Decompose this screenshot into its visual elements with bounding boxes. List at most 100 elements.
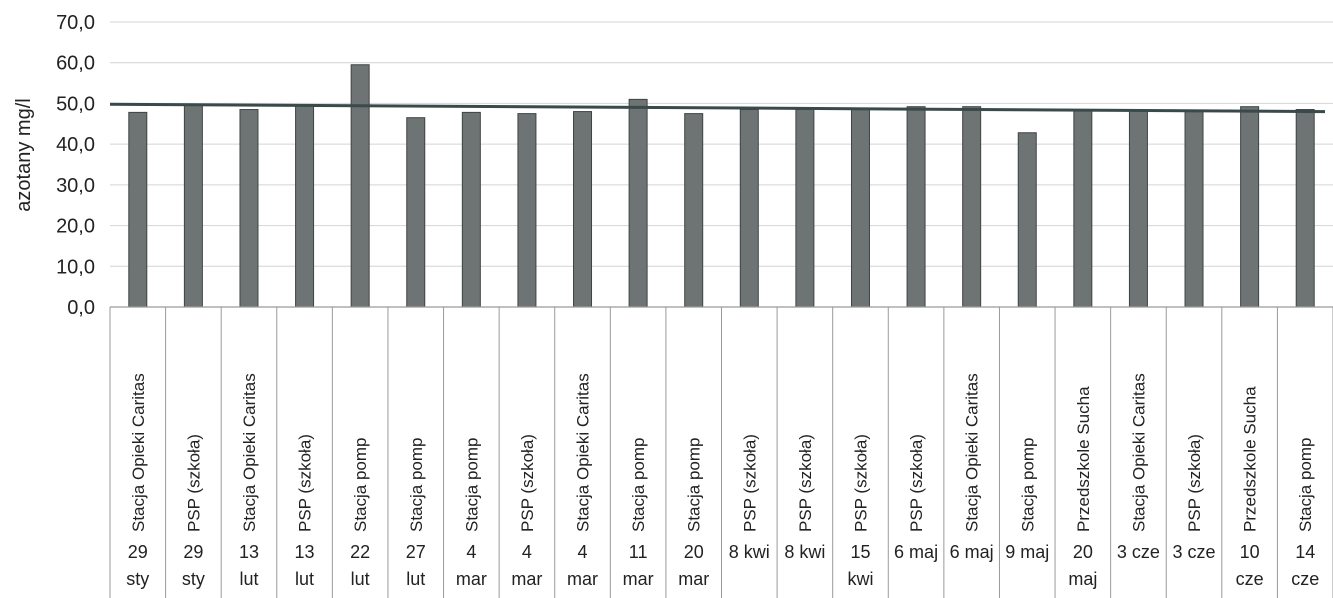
reference-line-layer [109,102,1326,114]
bar [1240,106,1260,308]
reference-line [109,102,1326,114]
date-label: lut [351,569,370,589]
category-label: Stacja pomp [1018,438,1037,533]
date-label: 11 [629,542,648,562]
category-label: Stacja Opieki Caritas [129,373,148,532]
date-labels: 29 sty 29 sty 13 lut 13 lut 22 lut 27 lut 4 mar 4 mar 4 m… [126,542,1319,589]
bar [1017,132,1037,308]
bar [1184,111,1204,308]
bar [684,113,704,308]
date-label: sty [182,569,205,589]
category-label: PSP (szkoła) [1185,434,1204,532]
date-label: lut [295,569,314,589]
date-label: mar [678,569,709,589]
bar [350,64,370,308]
date-label: 9 maj [1005,542,1049,562]
bar [1073,109,1093,308]
date-label: 29 [183,542,203,562]
bar [406,117,426,308]
y-tick-label: 10,0 [56,256,95,278]
date-label: 6 maj [894,542,938,562]
category-label: Przedszkole Sucha [1074,386,1093,532]
date-label: mar [511,569,542,589]
y-tick-label: 70,0 [56,12,95,34]
date-label: 27 [406,542,426,562]
category-label: PSP (szkoła) [796,434,815,532]
date-label: 15 [850,542,870,562]
category-label: Stacja Opieki Caritas [1129,373,1148,532]
date-label: 3 cze [1173,542,1216,562]
category-label: Stacja pomp [685,438,704,533]
bar [517,113,537,308]
category-label: PSP (szkoła) [518,434,537,532]
category-label: Stacja pomp [1296,438,1315,533]
bar [1128,110,1148,308]
category-label: PSP (szkoła) [296,434,315,532]
x-axis-table [109,306,1333,598]
date-label: lut [239,569,258,589]
bar [795,109,815,308]
grid-layer [110,21,1333,267]
bar [461,111,481,308]
date-label: lut [406,569,425,589]
y-tick-label: 30,0 [56,175,95,197]
bar [573,111,593,308]
bar [850,109,870,308]
bar [295,104,315,308]
bars [128,64,1315,308]
date-label: mar [567,569,598,589]
category-label: PSP (szkoła) [740,434,759,532]
y-tick-label: 60,0 [56,53,95,75]
date-label: 13 [295,542,315,562]
category-label: PSP (szkoła) [907,434,926,532]
date-label: 8 kwi [729,542,770,562]
category-label: PSP (szkoła) [851,434,870,532]
date-label: 10 [1240,542,1260,562]
category-label: Stacja pomp [407,438,426,533]
y-tick-label: 40,0 [56,134,95,156]
date-label: 13 [239,542,259,562]
category-label: Stacja Opieki Caritas [574,373,593,532]
y-tick-label: 50,0 [56,93,95,115]
bar [128,111,148,308]
date-label: kwi [847,569,873,589]
date-label: cze [1236,569,1264,589]
date-label: mar [456,569,487,589]
date-label: 20 [1073,542,1093,562]
bar [628,98,648,308]
date-label: 4 [578,542,588,562]
category-label: Stacja pomp [462,438,481,533]
y-tick-labels: 0,0 10,0 20,0 30,0 40,0 50,0 60,0 70,0 [56,12,95,319]
bar [1295,109,1315,308]
date-label: 20 [684,542,704,562]
y-tick-label: 0,0 [67,297,95,319]
y-axis-label: azotany mg/l [13,98,35,211]
date-label: 8 kwi [784,542,825,562]
bar [906,106,926,308]
date-label: 29 [128,542,148,562]
bar [962,106,982,308]
category-label: Stacja Opieki Caritas [963,373,982,532]
category-label: Przedszkole Sucha [1241,386,1260,532]
date-label: maj [1068,569,1097,589]
date-label: sty [126,569,149,589]
category-label: Stacja pomp [629,438,648,533]
date-label: 6 maj [950,542,994,562]
date-label: 22 [350,542,370,562]
date-label: cze [1291,569,1319,589]
category-label: Stacja pomp [351,438,370,533]
date-label: 4 [466,542,476,562]
y-tick-label: 20,0 [56,216,95,238]
category-label: Stacja Opieki Caritas [240,373,259,532]
date-label: mar [623,569,654,589]
category-labels: Stacja Opieki Caritas PSP (szkoła) Stacja … [129,373,1315,532]
date-label: 4 [522,542,532,562]
bar [239,109,259,308]
category-label: PSP (szkoła) [184,434,203,532]
bar [183,103,203,308]
bar [739,109,759,308]
date-label: 3 cze [1117,542,1160,562]
date-label: 14 [1295,542,1315,562]
